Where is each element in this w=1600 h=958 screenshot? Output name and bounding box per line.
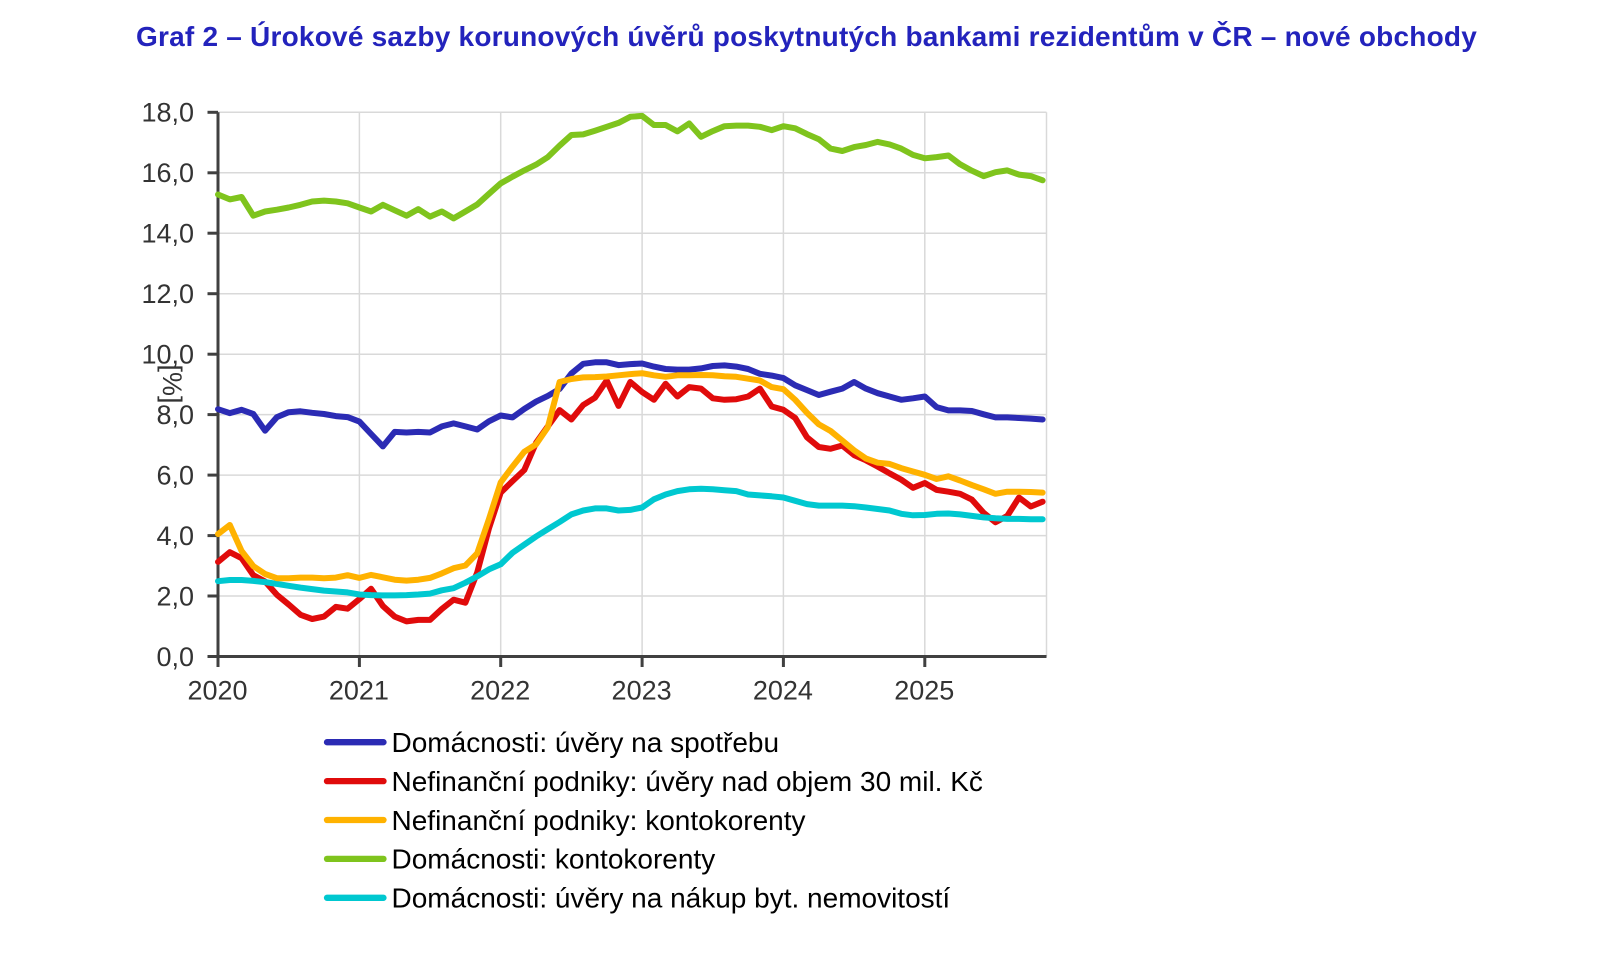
svg-text:12,0: 12,0	[141, 279, 194, 309]
svg-text:6,0: 6,0	[156, 460, 194, 490]
svg-text:2025: 2025	[894, 675, 954, 705]
svg-text:Graf 2 – Úrokové sazby korunov: Graf 2 – Úrokové sazby korunových úvěrů …	[136, 20, 1477, 52]
svg-text:8,0: 8,0	[156, 400, 194, 430]
svg-text:0,0: 0,0	[156, 642, 194, 672]
svg-text:2020: 2020	[187, 675, 247, 705]
svg-text:Nefinanční podniky: kontokoren: Nefinanční podniky: kontokorenty	[392, 805, 806, 836]
svg-text:2023: 2023	[612, 675, 672, 705]
svg-text:Domácnosti: kontokorenty: Domácnosti: kontokorenty	[392, 844, 716, 875]
svg-text:2,0: 2,0	[156, 581, 194, 611]
svg-text:4,0: 4,0	[156, 521, 194, 551]
svg-text:16,0: 16,0	[141, 158, 194, 188]
svg-text:2022: 2022	[470, 675, 530, 705]
svg-text:Domácnosti: úvěry na spotřebu: Domácnosti: úvěry na spotřebu	[392, 727, 780, 758]
svg-text:Nefinanční podniky: úvěry nad: Nefinanční podniky: úvěry nad objem 30 m…	[392, 766, 983, 797]
svg-text:[%]: [%]	[157, 364, 187, 403]
svg-text:2021: 2021	[329, 675, 389, 705]
svg-text:14,0: 14,0	[141, 219, 194, 249]
svg-text:Domácnosti: úvěry na nákup byt: Domácnosti: úvěry na nákup byt. nemovito…	[392, 883, 951, 914]
svg-text:2024: 2024	[753, 675, 813, 705]
svg-text:18,0: 18,0	[141, 98, 194, 128]
svg-text:10,0: 10,0	[141, 340, 194, 370]
